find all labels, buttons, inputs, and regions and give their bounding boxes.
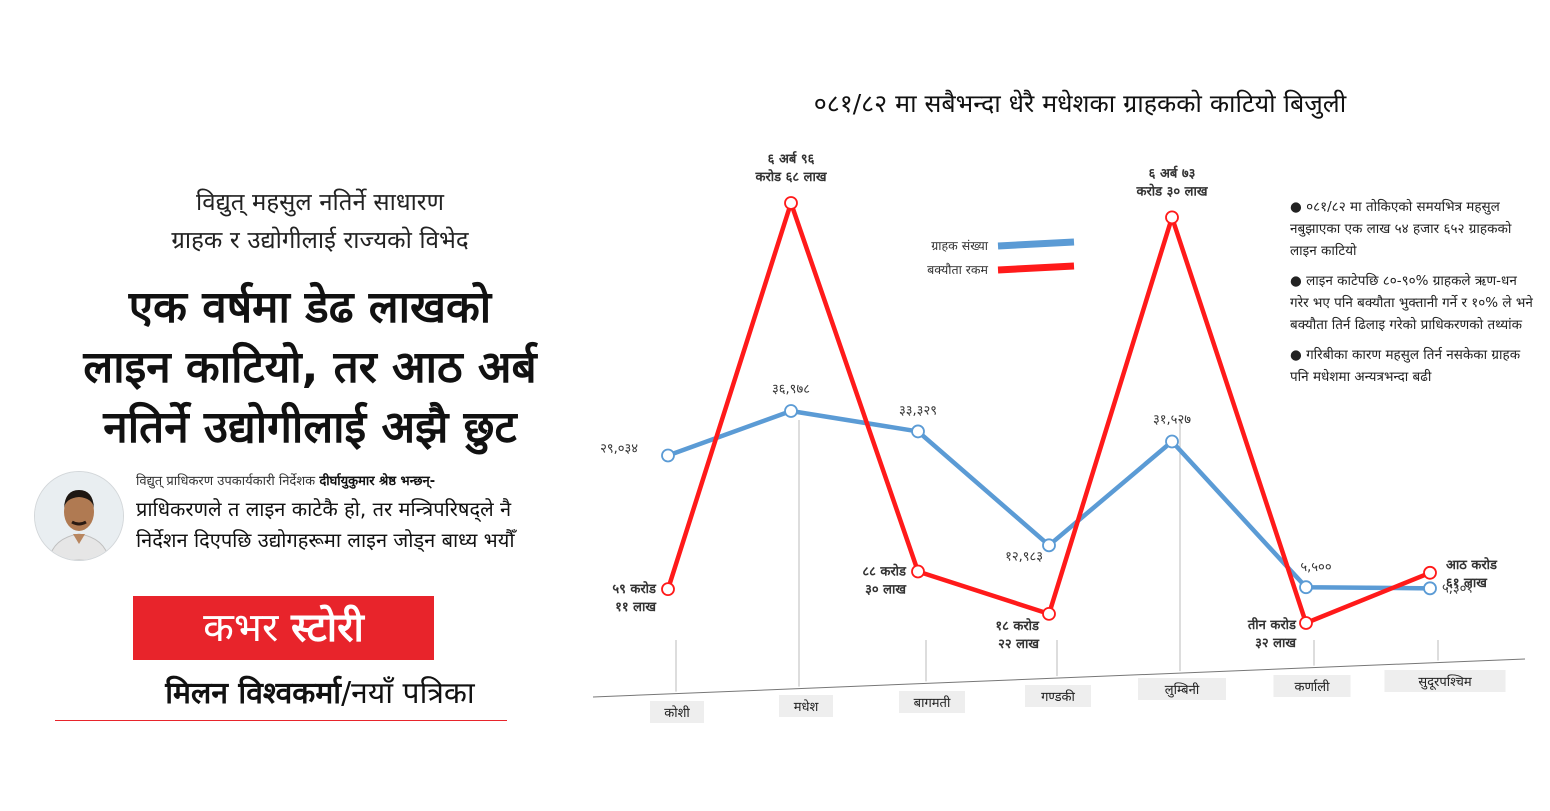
subhead-line: ग्राहक र उद्योगीलाई राज्यको विभेद	[171, 226, 469, 254]
arrears-data-label: तीन करोड ३२ लाख	[1247, 617, 1298, 651]
headline: एक वर्षमा डेढ लाखको लाइन काटियो, तर आठ अ…	[20, 278, 600, 458]
customers-point	[1423, 581, 1437, 596]
person-photo-icon	[35, 472, 123, 560]
author-name: मिलन विश्वकर्मा	[165, 676, 342, 711]
customers-point	[1042, 538, 1056, 553]
quote-name: दीर्घायुकुमार श्रेष्ठ भन्छन्-	[319, 474, 436, 489]
legend-swatch	[997, 238, 1075, 250]
headline-line: लाइन काटियो, तर आठ अर्ब	[83, 342, 537, 393]
arrears-point	[1165, 210, 1179, 225]
category-box	[1025, 685, 1091, 707]
badge-word-bold: स्टोरी	[291, 605, 364, 651]
x-axis-line	[592, 658, 1526, 698]
customers-point	[1165, 434, 1179, 449]
category-box	[899, 691, 965, 713]
arrears-point	[911, 564, 925, 579]
quote-attribution: विद्युत् प्राधिकरण उपकार्यकारी निर्देशक …	[136, 471, 435, 489]
category-box	[650, 701, 704, 723]
customers-data-label: ३१,५२७	[1153, 413, 1191, 428]
category-box	[1138, 678, 1226, 700]
subhead-line: विद्युत् महसुल नतिर्ने साधारण	[196, 188, 444, 216]
byline-divider	[55, 720, 507, 721]
customers-data-label: ५,५००	[1300, 560, 1331, 575]
customers-point	[1299, 580, 1313, 595]
arrears-point	[1042, 607, 1056, 621]
quote-line: प्राधिकरणले त लाइन काटेकै हो, तर मन्त्रि…	[136, 497, 512, 521]
legend-label: ग्राहक संख्या	[931, 238, 989, 253]
category-box	[1273, 675, 1351, 697]
byline: मिलन विश्वकर्मा/नयाँ पत्रिका	[40, 672, 600, 716]
category-box	[1384, 670, 1506, 692]
customers-data-label: २९,०३४	[600, 441, 638, 456]
customers-point	[911, 424, 925, 439]
avatar	[34, 471, 124, 561]
arrears-point	[1423, 565, 1437, 580]
cover-story-badge: कभर स्टोरी	[133, 596, 434, 660]
arrears-point	[1299, 616, 1313, 630]
chart-title: ०८१/८२ मा सबैभन्दा धेरै मधेशका ग्राहकको …	[813, 89, 1347, 118]
arrears-data-label: ६ अर्ब ७३ करोड ३० लाख	[1135, 165, 1208, 199]
x-tick-label: बागमती	[914, 695, 951, 711]
quote-line: निर्देशन दिएपछि उद्योगहरूमा लाइन जोड्न ब…	[136, 528, 515, 552]
x-tick-label: गण्डकी	[1041, 689, 1075, 705]
customers-data-label: ३६,९७८	[772, 382, 810, 397]
x-tick-label: मधेश	[794, 699, 820, 715]
x-tick-label: सुदूरपश्चिम	[1418, 674, 1472, 690]
outlet-name: /नयाँ पत्रिका	[341, 676, 475, 711]
arrears-data-label: ८८ करोड ३० लाख	[862, 563, 907, 597]
customers-data-label: ५,३०१	[1442, 581, 1473, 596]
arrears-point	[661, 582, 675, 597]
arrears-point	[784, 196, 798, 210]
customers-point	[661, 448, 675, 463]
subheadline: विद्युत् महसुल नतिर्ने साधारण ग्राहक र उ…	[40, 183, 600, 259]
x-tick-label: लुम्बिनी	[1165, 682, 1200, 698]
legend-label: बक्यौता रकम	[927, 262, 988, 277]
legend-swatch	[997, 262, 1075, 274]
arrears-data-label: आठ करोड ६१ लाख	[1446, 557, 1498, 591]
x-tick-label: कोशी	[664, 705, 690, 721]
note-item: ● गरिबीका कारण महसुल तिर्न नसकेका ग्राहक…	[1290, 347, 1521, 385]
quote-role: विद्युत् प्राधिकरण उपकार्यकारी निर्देशक	[136, 474, 316, 489]
customers-data-label: ३३,३२९	[899, 403, 937, 418]
badge-word: कभर	[203, 605, 292, 651]
notes-panel: ● ०८१/८२ मा तोकिएको समयभित्र महसुल नबुझा…	[1290, 196, 1535, 396]
quote-text: प्राधिकरणले त लाइन काटेकै हो, तर मन्त्रि…	[136, 494, 616, 556]
arrears-data-label: ६ अर्ब ९६ करोड ६८ लाख	[754, 151, 827, 185]
customers-data-label: १२,९८३	[1005, 549, 1043, 564]
x-tick-label: कर्णाली	[1295, 679, 1331, 695]
category-box	[779, 695, 833, 717]
note-item: ● लाइन काटेपछि ८०-९०% ग्राहकले ऋण-धन गरे…	[1290, 273, 1533, 333]
headline-line: नतिर्ने उद्योगीलाई अझै छुट	[103, 402, 517, 453]
note-item: ● ०८१/८२ मा तोकिएको समयभित्र महसुल नबुझा…	[1290, 199, 1512, 259]
arrears-data-label: १८ करोड २२ लाख	[995, 618, 1040, 652]
headline-line: एक वर्षमा डेढ लाखको	[128, 282, 492, 333]
customers-point	[784, 404, 798, 418]
arrears-data-label: ५९ करोड ११ लाख	[612, 581, 657, 615]
